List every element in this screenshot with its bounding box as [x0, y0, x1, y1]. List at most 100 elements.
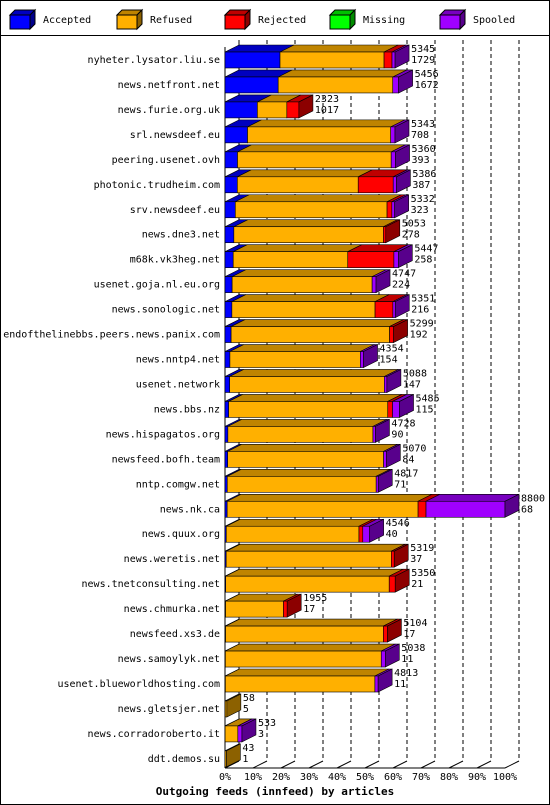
tick-mark — [364, 760, 380, 769]
tick-mark — [224, 760, 240, 769]
bar-segment-top — [231, 294, 390, 302]
category-label: srv.newsdeef.eu — [130, 205, 220, 216]
bar-segment — [362, 518, 384, 543]
bar-side — [393, 319, 408, 344]
bar-segment-top — [225, 618, 398, 627]
bar-side — [286, 593, 302, 618]
accepted-label: 323 — [411, 205, 429, 216]
bar-segment — [224, 119, 262, 144]
category-label: endofthelinebbs.peers.news.panix.com — [3, 330, 220, 341]
accepted-label: 216 — [411, 305, 429, 316]
x-tick-label: 70% — [412, 772, 430, 783]
category-label: news.weretis.net — [124, 554, 220, 565]
bar-segment-front — [383, 51, 393, 69]
category-label: usenet.network — [136, 379, 220, 390]
bar-segment-front — [225, 675, 376, 693]
category-label: usenet.goja.nl.eu.org — [94, 280, 220, 291]
offered-label: 5038 — [401, 643, 425, 654]
bar-segment — [230, 319, 404, 343]
bar-segment-front — [383, 625, 388, 643]
bar-segment-front — [357, 176, 394, 194]
bar-side — [363, 344, 378, 369]
accepted-label: 40 — [386, 529, 398, 540]
bar-segment-front — [224, 725, 239, 743]
bar-segment — [227, 444, 398, 468]
bar-side — [226, 743, 241, 768]
offered-label: 58 — [243, 693, 255, 704]
bar-segment-front — [231, 301, 376, 318]
category-label: news.bbs.nz — [154, 404, 220, 415]
bar-segment — [224, 244, 248, 268]
bar-segment-front — [227, 426, 374, 443]
offered-label: 1955 — [303, 593, 327, 604]
bar-segment-front — [374, 675, 379, 693]
bar-side — [226, 693, 242, 718]
bar-segment-top — [229, 344, 375, 352]
category-label: m68k.vk3heg.net — [130, 255, 220, 266]
category-label: news.samoylyk.net — [118, 654, 220, 665]
accepted-label: 147 — [403, 379, 421, 390]
offered-label: 5350 — [411, 568, 435, 579]
tick-mark — [280, 760, 296, 769]
bar-segment — [225, 643, 396, 668]
bar-segment-front — [383, 226, 387, 244]
bar-segment-top — [247, 119, 405, 128]
category-label: news.sonologic.net — [112, 305, 220, 316]
bar-segment-top — [225, 568, 404, 577]
category-label: news.corradoroberto.it — [88, 729, 220, 740]
bar-segment-top — [233, 219, 398, 228]
offered-label: 4817 — [394, 468, 418, 479]
bar-segment-front — [229, 351, 361, 368]
bar-segment-front — [375, 476, 379, 493]
bar-segment-front — [380, 650, 386, 668]
bar-segment — [247, 119, 405, 144]
legend-swatch — [9, 14, 31, 30]
offered-label: 5447 — [414, 244, 438, 255]
bar-segment-front — [237, 725, 243, 743]
x-tick-label: 40% — [328, 772, 346, 783]
bar-segment-top — [227, 444, 398, 452]
bar-segment-front — [224, 326, 232, 343]
legend-swatch — [439, 14, 461, 30]
bar-side — [386, 368, 402, 393]
bar-segment-front — [237, 176, 359, 194]
bar-segment-front — [392, 401, 400, 418]
accepted-label: 192 — [410, 330, 428, 341]
bar-segment-front — [224, 51, 281, 69]
tick-mark — [420, 760, 436, 769]
bar-segment — [229, 344, 375, 368]
category-label: ddt.demos.su — [148, 754, 220, 765]
tick-mark — [448, 760, 464, 769]
bar-segment-front — [224, 426, 229, 443]
bar-side — [394, 44, 410, 69]
bar-segment-front — [224, 301, 233, 318]
tick-mark — [476, 760, 492, 769]
bar-segment-front — [371, 276, 377, 293]
category-label: news.furie.org.uk — [118, 105, 220, 116]
bar-segment-front — [247, 126, 392, 144]
bar-segment — [234, 194, 402, 219]
bar-segment-front — [425, 500, 506, 518]
legend-label: Refused — [150, 15, 192, 26]
category-label: news.chmurka.net — [124, 604, 220, 615]
bar-segment — [229, 369, 399, 393]
bar-side — [396, 169, 411, 194]
bar-side — [241, 718, 257, 743]
bar-segment-front — [226, 500, 419, 518]
tick-mark — [504, 760, 520, 769]
bar-side — [394, 568, 410, 593]
bar-segment-front — [257, 101, 288, 119]
bar-segment-front — [233, 226, 384, 244]
bar-segment-front — [392, 301, 396, 318]
category-label: news.nntp4.net — [136, 355, 220, 366]
category-label: srl.newsdeef.eu — [130, 130, 220, 141]
bar-segment-front — [383, 451, 387, 468]
bar-segment-front — [386, 201, 393, 219]
accepted-label: 68 — [521, 504, 533, 515]
bar-segment-front — [279, 51, 385, 69]
bar-side — [375, 418, 390, 443]
bar-segment-front — [389, 326, 394, 343]
bar-segment-front — [347, 251, 395, 268]
bar-segment-front — [225, 600, 284, 618]
